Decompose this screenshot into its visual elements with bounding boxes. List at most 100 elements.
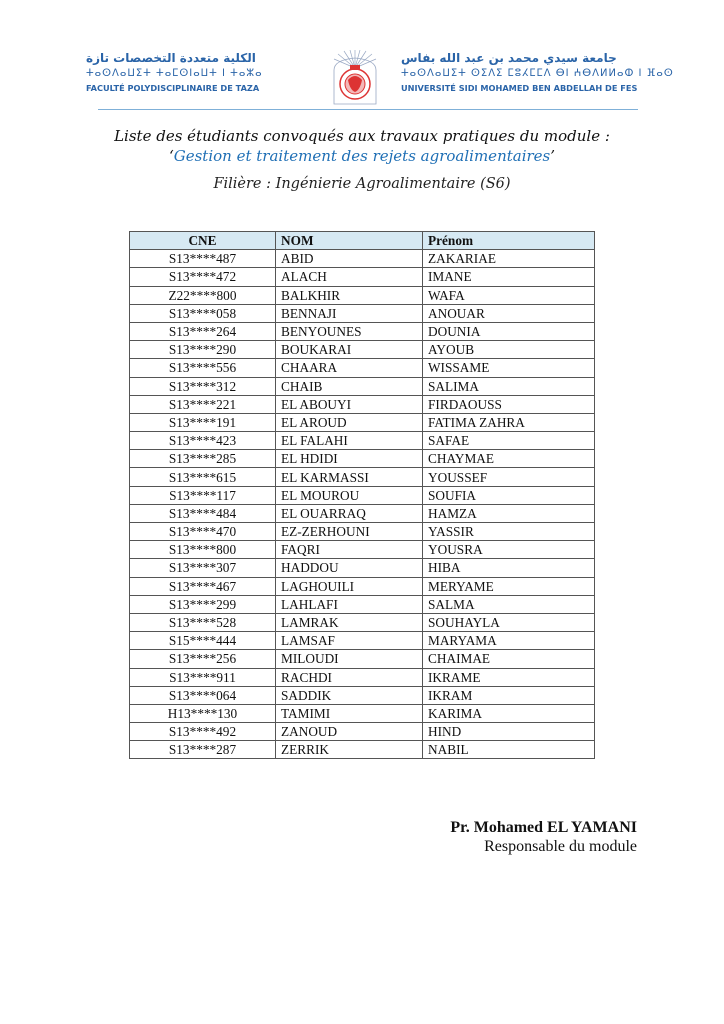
cell-cne: S15****444 (129, 631, 276, 651)
cell-prenom: SALIMA (422, 376, 595, 396)
cell-cne: Z22****800 (129, 285, 276, 305)
cell-cne: S13****467 (129, 576, 276, 596)
signatory-name: Pr. Mohamed EL YAMANI (450, 819, 637, 836)
cell-prenom: YOUSSEF (422, 467, 595, 487)
table-row: S13****528 LAMRAK SOUHAYLA (129, 612, 595, 633)
university-name-french: UNIVERSITÉ SIDI MOHAMED BEN ABDELLAH DE … (401, 83, 638, 93)
cell-cne: S13****256 (129, 649, 276, 669)
cell-nom: MILOUDI (275, 649, 423, 669)
cell-prenom: HIBA (422, 558, 595, 578)
cell-nom: ALACH (275, 267, 423, 287)
quote-close: ’ (550, 147, 556, 165)
cell-nom: EL ABOUYI (275, 394, 423, 414)
table-row: S13****287 ZERRIK NABIL (129, 740, 595, 760)
cell-nom: CHAIB (275, 376, 423, 396)
table-row: S13****484 EL OUARRAQ HAMZA (129, 503, 595, 524)
table-row: H13****130 TAMIMI KARIMA (129, 703, 595, 724)
cell-nom: HADDOU (275, 558, 423, 578)
table-row: S13****256 MILOUDI CHAIMAE (129, 649, 595, 669)
cell-prenom: MERYAME (422, 576, 595, 596)
cell-nom: ZANOUD (275, 722, 423, 742)
cell-prenom: ZAKARIAE (422, 249, 595, 269)
cell-prenom: CHAIMAE (422, 649, 595, 669)
faculty-name-french: FACULTÉ POLYDISCIPLINAIRE DE TAZA (86, 83, 260, 93)
table-row: S13****307 HADDOU HIBA (129, 558, 595, 578)
cell-nom: LAMSAF (275, 631, 423, 651)
cell-nom: LAGHOUILI (275, 576, 423, 596)
cell-nom: EL KARMASSI (275, 467, 423, 487)
table-row: S13****285 EL HDIDI CHAYMAE (129, 449, 595, 469)
university-name-arabic: جامعة سيدي محمد بن عبد الله بفاس (401, 51, 617, 65)
university-seal-icon (333, 50, 377, 105)
cell-prenom: IMANE (422, 267, 595, 287)
table-row: S13****615 EL KARMASSI YOUSSEF (129, 467, 595, 487)
cell-nom: ABID (275, 249, 423, 269)
letterhead-divider (98, 109, 638, 110)
cell-prenom: NABIL (422, 740, 595, 760)
cell-prenom: FIRDAOUSS (422, 394, 595, 414)
cell-cne: S13****287 (129, 740, 276, 760)
table-row: Z22****800 BALKHIR WAFA (129, 285, 595, 305)
table-row: S13****800 FAQRI YOUSRA (129, 540, 595, 560)
cell-nom: EL FALAHI (275, 431, 423, 451)
faculty-name-arabic: الكلية متعددة التخصصات تازة (86, 51, 256, 65)
cell-prenom: SAFAE (422, 431, 595, 451)
cell-prenom: YOUSRA (422, 540, 595, 560)
cell-prenom: WAFA (422, 285, 595, 305)
university-name-tifinagh: ⵜⴰⵙⴷⴰⵡⵉⵜ ⵙⵉⴷⵉ ⵎⵓⵃⵎⵎⴷ ⴱⵏ ⵄⴱⴷⵍⵍⴰⵀ ⵏ ⴼⴰⵙ (401, 68, 674, 79)
students-table: CNE NOM Prénom S13****487 ABID ZAKARIAE S13… (129, 230, 595, 760)
table-row: S13****299 LAHLAFI SALMA (129, 594, 595, 614)
cell-cne: S13****911 (129, 667, 276, 687)
cell-cne: S13****492 (129, 722, 276, 742)
cell-nom: EL AROUD (275, 412, 423, 433)
table-row: S13****117 EL MOUROU SOUFIA (129, 485, 595, 505)
table-row: S13****423 EL FALAHI SAFAE (129, 431, 595, 451)
cell-cne: S13****290 (129, 340, 276, 360)
column-header-nom: NOM (275, 230, 423, 251)
cell-cne: S13****312 (129, 376, 276, 396)
cell-cne: S13****528 (129, 612, 276, 633)
column-header-cne: CNE (129, 230, 276, 251)
table-row: S13****312 CHAIB SALIMA (129, 376, 595, 396)
cell-cne: S13****117 (129, 485, 276, 505)
table-row: S13****221 EL ABOUYI FIRDAOUSS (129, 394, 595, 414)
cell-cne: S13****058 (129, 303, 276, 323)
cell-prenom: SOUFIA (422, 485, 595, 505)
module-name: Gestion et traitement des rejets agroali… (173, 147, 551, 165)
module-title: ‘Gestion et traitement des rejets agroal… (0, 147, 724, 165)
cell-cne: S13****191 (129, 412, 276, 433)
table-row: S13****487 ABID ZAKARIAE (129, 249, 595, 269)
cell-cne: S13****472 (129, 267, 276, 287)
cell-prenom: SALMA (422, 594, 595, 614)
cell-nom: LAMRAK (275, 612, 423, 633)
cell-cne: S13****470 (129, 521, 276, 542)
cell-prenom: CHAYMAE (422, 449, 595, 469)
cell-prenom: MARYAMA (422, 631, 595, 651)
cell-nom: RACHDI (275, 667, 423, 687)
table-row: S13****556 CHAARA WISSAME (129, 358, 595, 378)
document-title: Liste des étudiants convoqués aux travau… (114, 127, 610, 145)
table-row: S13****058 BENNAJI ANOUAR (129, 303, 595, 323)
cell-nom: EL MOUROU (275, 485, 423, 505)
cell-cne: S13****615 (129, 467, 276, 487)
cell-prenom: DOUNIA (422, 321, 595, 342)
letterhead: الكلية متعددة التخصصات تازة ⵜⴰⵙⴷⴰⵡⵉⵜ ⵜⴰⵎ… (86, 50, 674, 106)
table-row: S13****911 RACHDI IKRAME (129, 667, 595, 687)
cell-nom: TAMIMI (275, 703, 423, 724)
university-name-block: جامعة سيدي محمد بن عبد الله بفاس ⵜⴰⵙⴷⴰⵡⵉ… (401, 50, 674, 95)
cell-prenom: HAMZA (422, 503, 595, 524)
cell-nom: BENNAJI (275, 303, 423, 323)
table-row: S13****290 BOUKARAI AYOUB (129, 340, 595, 360)
cell-cne: S13****064 (129, 685, 276, 705)
cell-prenom: ANOUAR (422, 303, 595, 323)
cell-cne: S13****307 (129, 558, 276, 578)
table-row: S13****492 ZANOUD HIND (129, 722, 595, 742)
filiere-label: Filière : Ingénierie Agroalimentaire (S6… (213, 176, 511, 192)
table-row: S13****472 ALACH IMANE (129, 267, 595, 287)
faculty-name-tifinagh: ⵜⴰⵙⴷⴰⵡⵉⵜ ⵜⴰⵎⵙⵏⴰⵡⵜ ⵏ ⵜⴰⵣⴰ (86, 68, 263, 79)
cell-prenom: IKRAME (422, 667, 595, 687)
cell-nom: BOUKARAI (275, 340, 423, 360)
cell-cne: S13****221 (129, 394, 276, 414)
cell-prenom: IKRAM (422, 685, 595, 705)
cell-prenom: FATIMA ZAHRA (422, 412, 595, 433)
